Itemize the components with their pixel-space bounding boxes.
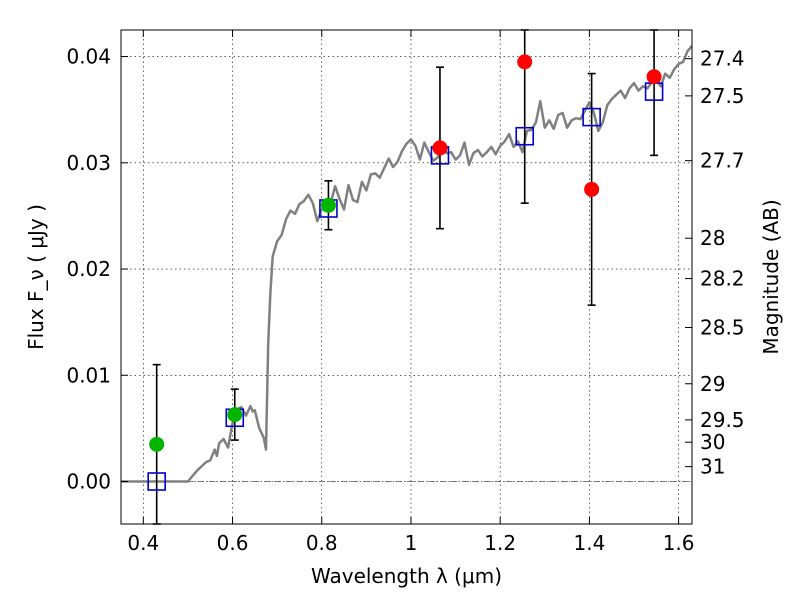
model-spectrum: [121, 45, 693, 483]
right-tick-label: 27.5: [700, 84, 745, 108]
y-axis-label: Flux F_ν ( μJy ): [24, 204, 48, 350]
right-tick-label: 29: [700, 372, 725, 396]
x-axis-ticks: 0.4 0.6 0.8 1 1.2 1.4 1.6: [127, 30, 695, 555]
right-tick-label: 28.2: [700, 267, 745, 291]
right-tick-label: 28.5: [700, 315, 745, 339]
y-tick-label: 0.02: [66, 257, 111, 281]
y-tick-label: 0.00: [66, 470, 111, 494]
red-data-point: [432, 140, 448, 156]
y-tick-label: 0.04: [66, 45, 111, 69]
x-tick-label: 1.2: [484, 531, 516, 555]
green-data-point: [227, 407, 243, 423]
red-data-point: [584, 181, 600, 197]
model-square-point: [582, 107, 601, 127]
error-bars: [152, 29, 659, 525]
right-tick-label: 27.7: [700, 149, 745, 173]
x-tick-label: 1: [405, 531, 418, 555]
model-square-point: [515, 126, 535, 146]
right-tick-label: 31: [700, 455, 725, 479]
right-tick-label: 27.4: [700, 47, 745, 71]
x-tick-label: 0.6: [217, 531, 249, 555]
grid: [121, 30, 692, 524]
model-square-point: [147, 472, 166, 491]
y-tick-label: 0.03: [66, 151, 111, 175]
plot-frame: [120, 29, 693, 525]
data-points: [147, 54, 664, 491]
model-spectrum-line: [121, 45, 693, 483]
x-tick-label: 0.8: [306, 531, 338, 555]
right-tick-label: 29.5: [700, 408, 745, 432]
right-tick-label: 28: [700, 226, 725, 250]
x-tick-label: 1.4: [573, 531, 605, 555]
y-axis-ticks: 0.00 0.01 0.02 0.03 0.04: [66, 45, 128, 494]
right-tick-label: 30: [700, 430, 725, 454]
right-axis-label: Magnitude (AB): [759, 199, 783, 354]
x-axis-label: Wavelength λ (μm): [311, 564, 502, 588]
green-data-point: [320, 197, 336, 213]
x-tick-label: 0.4: [127, 531, 159, 555]
green-data-point: [149, 436, 165, 452]
red-data-point: [517, 54, 533, 70]
red-data-point: [646, 69, 662, 85]
y-tick-label: 0.01: [66, 363, 111, 387]
x-tick-label: 1.6: [663, 531, 695, 555]
